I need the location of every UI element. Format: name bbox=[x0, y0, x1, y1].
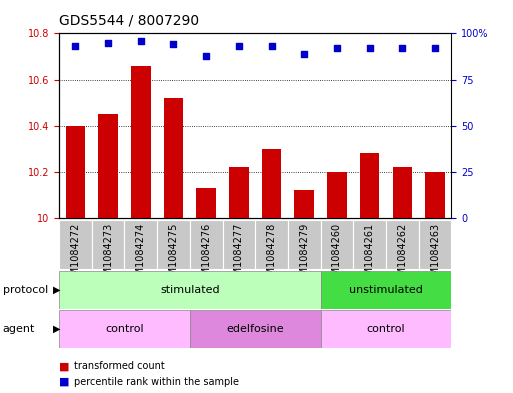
Point bbox=[366, 45, 374, 51]
Point bbox=[104, 39, 112, 46]
Text: GSM1084272: GSM1084272 bbox=[70, 222, 81, 288]
Bar bbox=[190, 310, 321, 348]
Bar bbox=[294, 190, 314, 218]
Bar bbox=[196, 188, 216, 218]
Point bbox=[398, 45, 406, 51]
Text: GSM1084261: GSM1084261 bbox=[365, 222, 374, 288]
Point bbox=[169, 41, 177, 48]
Bar bbox=[327, 172, 347, 218]
Text: control: control bbox=[105, 324, 144, 334]
Point bbox=[333, 45, 341, 51]
Text: GSM1084275: GSM1084275 bbox=[168, 222, 179, 288]
Bar bbox=[288, 220, 321, 269]
Bar bbox=[321, 220, 353, 269]
Text: unstimulated: unstimulated bbox=[349, 285, 423, 295]
Text: GSM1084262: GSM1084262 bbox=[398, 222, 407, 288]
Bar bbox=[131, 66, 150, 218]
Bar bbox=[262, 149, 281, 218]
Text: protocol: protocol bbox=[3, 285, 48, 295]
Point bbox=[71, 43, 80, 50]
Point bbox=[202, 52, 210, 59]
Bar bbox=[223, 220, 255, 269]
Point bbox=[300, 51, 308, 57]
Bar bbox=[353, 220, 386, 269]
Text: ■: ■ bbox=[59, 377, 69, 387]
Text: GSM1084274: GSM1084274 bbox=[136, 222, 146, 288]
Bar bbox=[190, 220, 223, 269]
Point bbox=[431, 45, 439, 51]
Text: ▶: ▶ bbox=[53, 324, 61, 334]
Bar bbox=[229, 167, 249, 218]
Bar bbox=[321, 271, 451, 309]
Text: percentile rank within the sample: percentile rank within the sample bbox=[74, 377, 240, 387]
Bar bbox=[321, 310, 451, 348]
Bar bbox=[124, 220, 157, 269]
Text: GSM1084260: GSM1084260 bbox=[332, 222, 342, 288]
Point bbox=[267, 43, 275, 50]
Text: ■: ■ bbox=[59, 361, 69, 371]
Text: control: control bbox=[367, 324, 405, 334]
Bar bbox=[255, 220, 288, 269]
Bar bbox=[66, 126, 85, 218]
Point bbox=[235, 43, 243, 50]
Bar bbox=[98, 114, 118, 218]
Text: GSM1084278: GSM1084278 bbox=[267, 222, 277, 288]
Bar bbox=[59, 271, 321, 309]
Text: GSM1084263: GSM1084263 bbox=[430, 222, 440, 288]
Bar bbox=[59, 220, 92, 269]
Text: transformed count: transformed count bbox=[74, 361, 165, 371]
Text: edelfosine: edelfosine bbox=[226, 324, 284, 334]
Bar bbox=[164, 98, 183, 218]
Bar bbox=[386, 220, 419, 269]
Text: stimulated: stimulated bbox=[160, 285, 220, 295]
Bar bbox=[425, 172, 445, 218]
Bar bbox=[419, 220, 451, 269]
Text: GSM1084273: GSM1084273 bbox=[103, 222, 113, 288]
Bar bbox=[59, 310, 190, 348]
Bar bbox=[92, 220, 125, 269]
Text: GDS5544 / 8007290: GDS5544 / 8007290 bbox=[59, 14, 199, 28]
Text: agent: agent bbox=[3, 324, 35, 334]
Point bbox=[136, 38, 145, 44]
Bar bbox=[157, 220, 190, 269]
Bar bbox=[360, 153, 380, 218]
Text: GSM1084277: GSM1084277 bbox=[234, 222, 244, 288]
Text: ▶: ▶ bbox=[53, 285, 61, 295]
Bar bbox=[392, 167, 412, 218]
Text: GSM1084279: GSM1084279 bbox=[299, 222, 309, 288]
Text: GSM1084276: GSM1084276 bbox=[201, 222, 211, 288]
